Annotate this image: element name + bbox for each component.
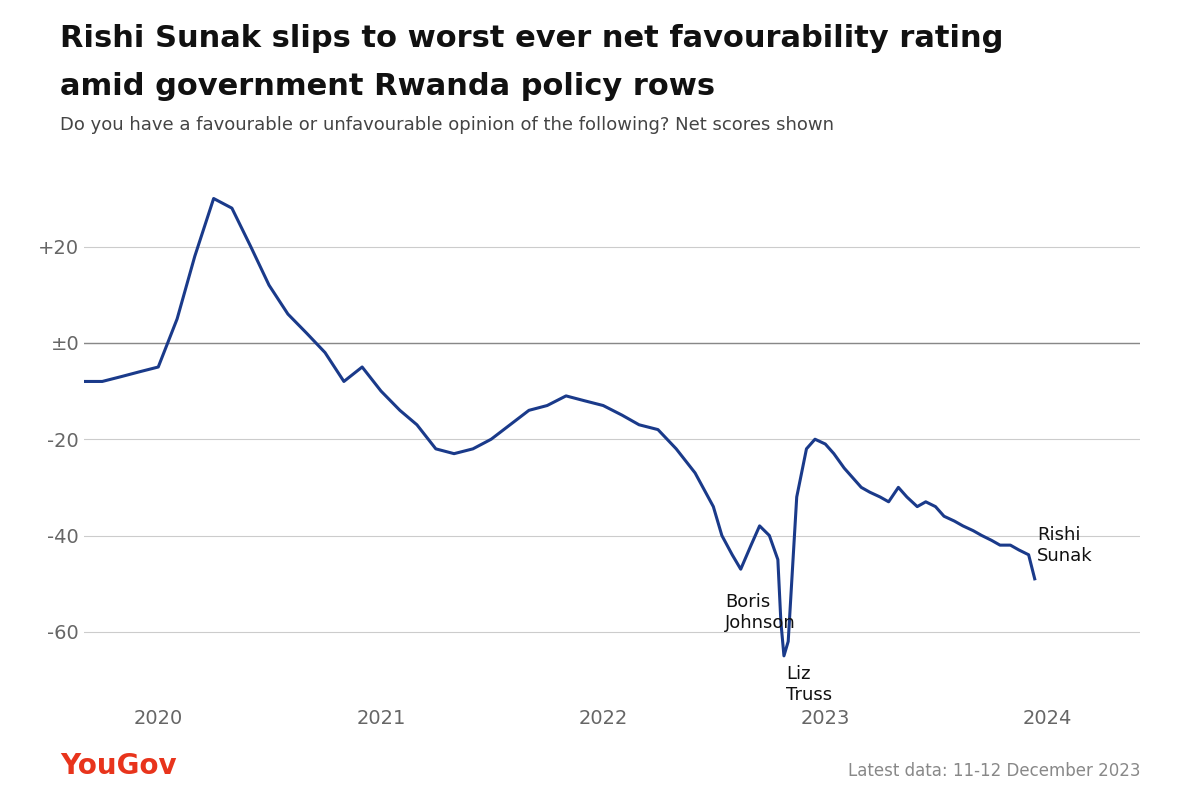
- Text: Rishi Sunak slips to worst ever net favourability rating: Rishi Sunak slips to worst ever net favo…: [60, 24, 1003, 53]
- Text: Do you have a favourable or unfavourable opinion of the following? Net scores sh: Do you have a favourable or unfavourable…: [60, 116, 834, 134]
- Text: Liz
Truss: Liz Truss: [786, 666, 832, 704]
- Text: Boris
Johnson: Boris Johnson: [725, 594, 796, 632]
- Text: Latest data: 11-12 December 2023: Latest data: 11-12 December 2023: [847, 762, 1140, 780]
- Text: YouGov: YouGov: [60, 752, 176, 780]
- Text: Rishi
Sunak: Rishi Sunak: [1037, 526, 1093, 565]
- Text: amid government Rwanda policy rows: amid government Rwanda policy rows: [60, 72, 715, 101]
